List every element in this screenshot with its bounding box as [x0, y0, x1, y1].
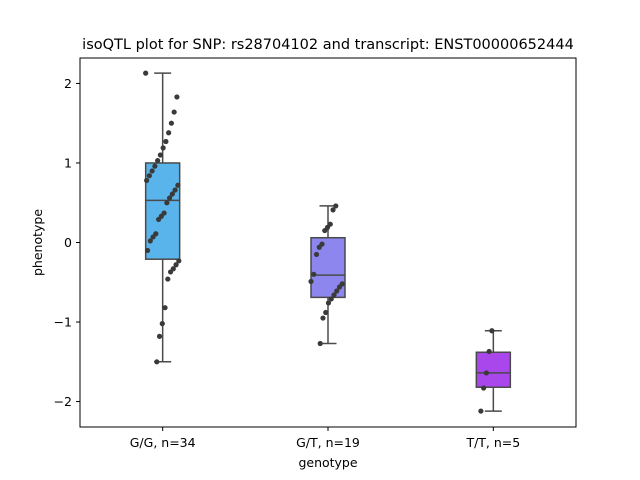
chart-title: isoQTL plot for SNP: rs28704102 and tran… — [82, 37, 574, 53]
data-point — [155, 157, 161, 164]
data-point — [313, 251, 320, 258]
points-3 — [478, 328, 495, 414]
data-point — [478, 408, 484, 414]
data-point — [154, 359, 160, 365]
iqr-box — [475, 351, 512, 388]
y-tick-label: −1 — [54, 315, 72, 330]
data-point — [165, 276, 171, 282]
data-point — [486, 348, 492, 355]
data-point — [325, 300, 332, 306]
data-point — [152, 163, 158, 169]
y-axis-label: phenotype — [30, 209, 45, 276]
data-point — [167, 195, 173, 201]
data-point — [156, 333, 163, 339]
data-point — [163, 138, 169, 145]
data-point — [172, 187, 178, 193]
x-axis: G/G, n=34 G/T, n=19 T/T, n=5 — [130, 427, 520, 450]
data-point — [168, 120, 175, 126]
y-axis: −2 −1 0 1 2 — [54, 76, 80, 409]
data-point — [336, 284, 343, 290]
data-point — [316, 244, 322, 250]
data-point — [323, 309, 329, 316]
data-point — [308, 278, 314, 285]
data-point — [160, 145, 166, 151]
data-point — [334, 288, 340, 294]
data-point — [171, 109, 177, 115]
data-point — [322, 227, 328, 234]
data-point — [333, 203, 339, 209]
data-point — [144, 177, 150, 184]
y-tick-label: 2 — [64, 76, 72, 91]
plot-area — [143, 70, 512, 414]
data-point — [149, 168, 155, 174]
data-point — [144, 247, 151, 254]
data-point — [481, 385, 487, 391]
box-3 — [475, 330, 512, 412]
data-point — [328, 296, 334, 302]
data-point — [150, 234, 156, 240]
data-point — [157, 152, 163, 158]
data-point — [159, 321, 165, 327]
data-point — [175, 182, 181, 188]
data-point — [167, 269, 174, 275]
data-point — [155, 216, 162, 223]
data-point — [162, 305, 168, 311]
data-point — [331, 292, 337, 298]
data-point — [174, 94, 180, 100]
data-point — [164, 200, 170, 206]
data-point — [143, 70, 149, 76]
x-tick-label: G/G, n=34 — [130, 435, 196, 450]
data-point — [173, 262, 179, 268]
y-tick-label: −2 — [54, 394, 72, 409]
y-tick-label: 1 — [64, 155, 72, 170]
data-point — [317, 340, 323, 347]
data-point — [176, 258, 182, 264]
y-tick-label: 0 — [64, 235, 72, 250]
x-tick-label: T/T, n=5 — [465, 435, 520, 450]
data-point — [166, 130, 172, 136]
data-point — [146, 173, 152, 179]
data-point — [330, 207, 336, 213]
points-1 — [143, 70, 182, 365]
points-2 — [308, 203, 345, 347]
data-point — [483, 370, 489, 376]
x-tick-label: G/T, n=19 — [296, 435, 360, 450]
data-point — [169, 191, 175, 197]
data-point — [320, 315, 326, 321]
data-point — [147, 238, 153, 244]
x-axis-label: genotype — [298, 455, 357, 470]
data-point — [311, 271, 317, 277]
data-point — [489, 328, 495, 334]
